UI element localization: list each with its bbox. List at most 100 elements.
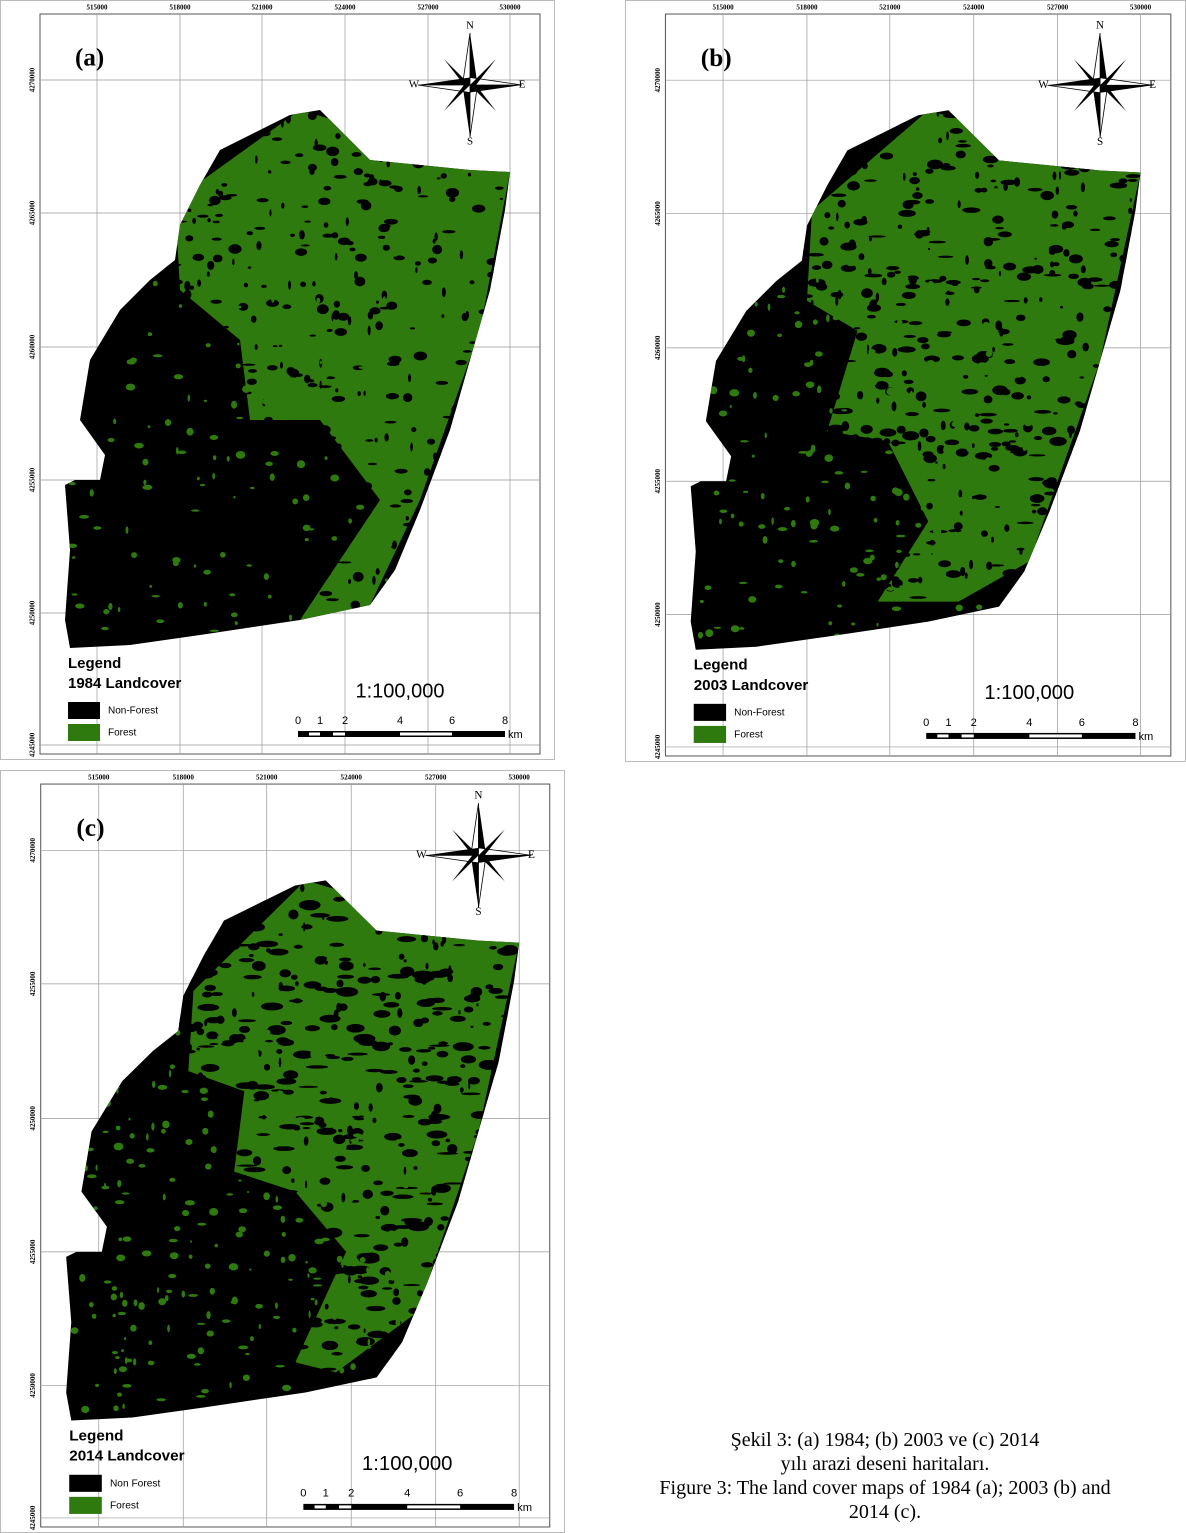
forest-patch [332,1333,341,1337]
forest-patch [103,609,109,614]
non-forest-patch [980,600,991,605]
non-forest-patch [483,1022,491,1026]
non-forest-patch [280,362,283,369]
non-forest-patch [202,992,213,998]
forest-patch [714,490,720,495]
forest-patch [239,1208,247,1213]
forest-patch [119,1366,127,1372]
non-forest-patch [319,425,330,434]
non-forest-patch [365,439,373,442]
non-forest-patch [289,369,300,378]
non-forest-patch [969,560,973,570]
forest-patch [151,1123,154,1131]
forest-patch [987,524,995,530]
non-forest-patch [380,1206,389,1216]
non-forest-patch [178,1115,196,1123]
forest-patch [968,542,971,548]
forest-patch [319,257,324,262]
forest-patch [71,593,77,595]
non-forest-patch [812,265,821,270]
forest-patch [288,1279,292,1281]
forest-patch [115,1356,120,1359]
non-forest-patch [902,431,919,440]
forest-patch [93,526,101,530]
forest-patch [126,1159,134,1164]
non-forest-patch [339,958,351,962]
forest-patch [142,485,152,490]
non-forest-patch [1015,432,1019,437]
non-forest-patch [431,1114,451,1120]
non-forest-patch [925,279,942,283]
non-forest-patch [795,602,801,604]
scale-segment [339,1505,351,1508]
forest-patch [311,1298,315,1300]
forest-patch [242,1120,251,1125]
non-forest-patch [844,222,850,229]
compass-label: W [1038,79,1049,91]
forest-patch [719,510,727,513]
non-forest-patch [1015,377,1026,385]
non-forest-patch [272,137,282,141]
non-forest-patch [233,1304,254,1313]
non-forest-patch [914,232,930,236]
forest-patch [112,1351,118,1354]
scale-unit: km [1138,731,1153,743]
non-forest-patch [168,1263,178,1271]
forest-patch [795,321,802,328]
non-forest-patch [244,1167,266,1172]
non-forest-patch [192,218,196,224]
non-forest-patch [981,530,988,536]
forest-patch [157,1287,159,1293]
non-forest-patch [178,502,192,505]
non-forest-patch [334,1326,338,1329]
non-forest-patch [1053,412,1058,414]
non-forest-patch [859,543,865,550]
non-forest-patch [497,947,518,956]
forest-patch [294,395,297,399]
non-forest-patch [814,364,824,369]
caption-line: yılı arazi deseni haritaları. [565,1452,1186,1476]
forest-patch [320,372,328,379]
forest-patch [976,604,982,609]
non-forest-patch [870,542,888,549]
non-forest-patch [917,337,928,343]
non-forest-patch [422,280,432,285]
forest-patch [113,1405,118,1411]
forest-patch [753,392,757,399]
non-forest-patch [251,316,257,323]
forest-patch [1001,495,1004,497]
non-forest-patch [892,401,897,411]
legend-label: Forest [108,728,137,739]
scale-segment [937,734,948,737]
forest-patch [235,621,238,625]
non-forest-patch [849,491,862,498]
x-coordinate: 524000 [341,774,363,782]
non-forest-patch [218,540,225,545]
non-forest-patch [302,1127,310,1129]
compass-label: N [474,790,482,802]
non-forest-patch [283,1070,298,1079]
non-forest-patch [293,1127,300,1131]
non-forest-patch [983,396,992,404]
non-forest-patch [1110,182,1128,188]
forest-patch [292,498,298,504]
non-forest-patch [245,1260,252,1266]
non-forest-patch [461,1055,476,1063]
non-forest-patch [824,333,827,341]
forest-patch [354,1154,360,1156]
forest-patch [341,1097,349,1103]
compass-label: S [1097,136,1103,148]
non-forest-patch [415,267,417,273]
forest-patch [130,1133,135,1138]
forest-patch [242,385,250,392]
non-forest-patch [964,422,969,430]
forest-patch [204,602,207,607]
non-forest-patch [310,1321,323,1327]
forest-patch [986,351,992,357]
forest-patch [236,451,246,459]
non-forest-patch [433,238,436,243]
y-coordinate: 4245000 [29,1505,37,1530]
non-forest-patch [325,961,328,965]
forest-patch [122,1384,131,1388]
non-forest-patch [896,507,913,517]
